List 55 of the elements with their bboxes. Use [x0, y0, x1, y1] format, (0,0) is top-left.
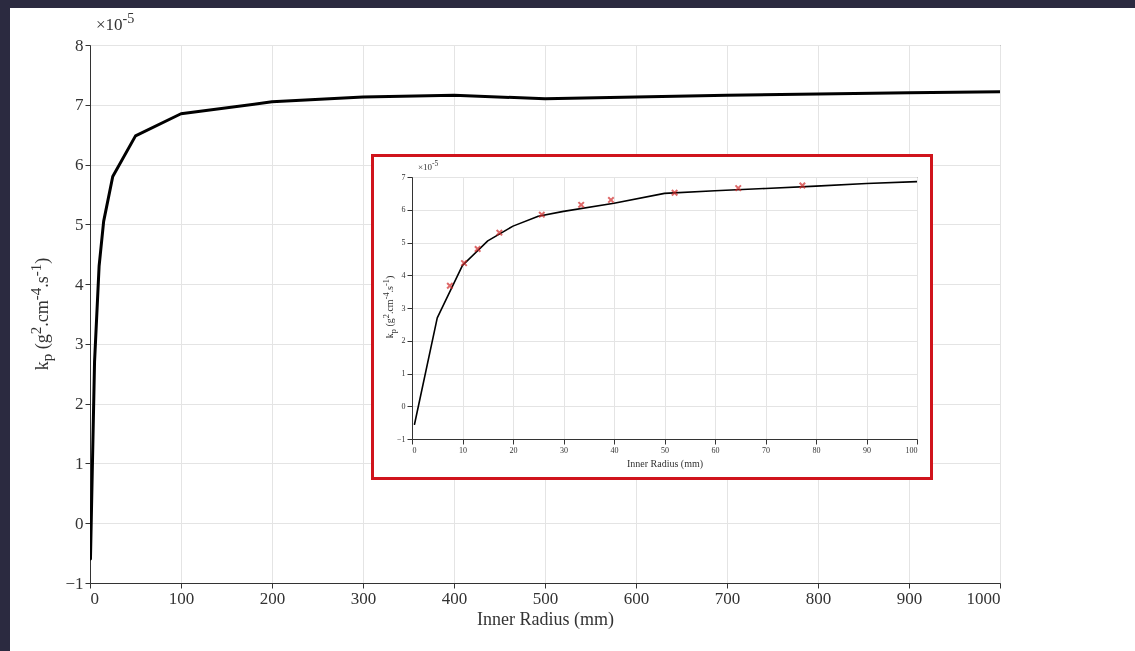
- x-tick-label: 0: [90, 588, 99, 608]
- x-tick-label: 800: [805, 588, 832, 608]
- y-tick-label: 7: [401, 172, 406, 182]
- x-tick-label: 1000: [966, 588, 1001, 608]
- x-tick-label: 30: [560, 445, 568, 455]
- y-tick-label: 2: [75, 394, 84, 414]
- point: [460, 259, 468, 267]
- x-tick-label: 400: [441, 588, 468, 608]
- x-tick-label: 700: [714, 588, 741, 608]
- y-tick-label: 6: [75, 155, 84, 175]
- point: [473, 245, 482, 253]
- y-tick-label: 2: [401, 336, 406, 346]
- y-tick-label: 5: [401, 238, 406, 247]
- x-tick-label: 60: [711, 445, 720, 455]
- y-tick-label: 1: [75, 453, 84, 473]
- x-tick-label: 300: [350, 588, 377, 608]
- point: [577, 201, 585, 209]
- x-axis-title: Inner Radius (mm): [477, 608, 614, 630]
- x-axis-title: Inner Radius (mm): [626, 457, 704, 470]
- x-tick-label: 50: [661, 445, 669, 455]
- point: [798, 181, 807, 190]
- x-tick-label: 200: [259, 588, 286, 608]
- point: [495, 228, 504, 237]
- line-series: [90, 90, 1000, 561]
- y-tick-label: 0: [401, 401, 406, 411]
- x-tick-label: 500: [532, 588, 559, 608]
- y-tick-label: −1: [65, 573, 84, 593]
- text: ×10$^{-5}$: [96, 10, 135, 35]
- y-tick-label: −1: [396, 434, 406, 444]
- point: [446, 281, 454, 290]
- y-tick-label: 4: [401, 270, 406, 280]
- point: [670, 188, 679, 197]
- x-tick-label: 80: [812, 445, 821, 455]
- x-tick-label: 20: [509, 445, 518, 455]
- x-tick-label: 100: [168, 588, 195, 608]
- y-tick-label: 3: [401, 303, 406, 313]
- x-tick-label: 900: [896, 588, 923, 608]
- y-tick-label: 0: [75, 513, 84, 533]
- x-tick-label: 70: [762, 445, 770, 455]
- y-tick-label: 8: [75, 35, 84, 55]
- x-tick-label: 40: [610, 445, 619, 455]
- x-tick-label: 10: [459, 445, 467, 455]
- y-tick-label: 5: [75, 214, 84, 234]
- y-tick-label: 4: [75, 274, 84, 294]
- x-tick-label: 600: [623, 588, 650, 608]
- point: [734, 184, 742, 192]
- x-tick-label: 90: [863, 445, 871, 455]
- y-tick-label: 7: [75, 95, 84, 115]
- x-tick-label: 100: [905, 445, 918, 455]
- annotation: ×10$^{-5}$: [418, 159, 439, 172]
- point: [607, 196, 615, 204]
- x-tick-label: 0: [412, 445, 417, 455]
- y-tick-label: 3: [75, 334, 84, 354]
- y-tick-label: 6: [401, 205, 406, 215]
- y-tick-label: 1: [401, 369, 406, 378]
